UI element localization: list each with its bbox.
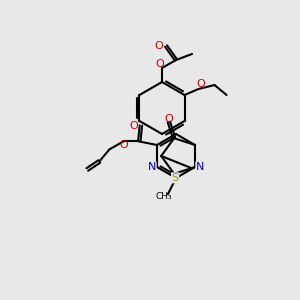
- Text: O: O: [154, 41, 164, 51]
- Text: S: S: [172, 173, 179, 183]
- Text: O: O: [164, 113, 173, 124]
- Text: N: N: [148, 162, 156, 172]
- Text: O: O: [196, 79, 205, 89]
- Text: O: O: [119, 140, 128, 151]
- Text: CH₃: CH₃: [156, 192, 172, 201]
- Text: O: O: [130, 121, 138, 130]
- Text: N: N: [196, 162, 204, 172]
- Text: O: O: [156, 59, 164, 69]
